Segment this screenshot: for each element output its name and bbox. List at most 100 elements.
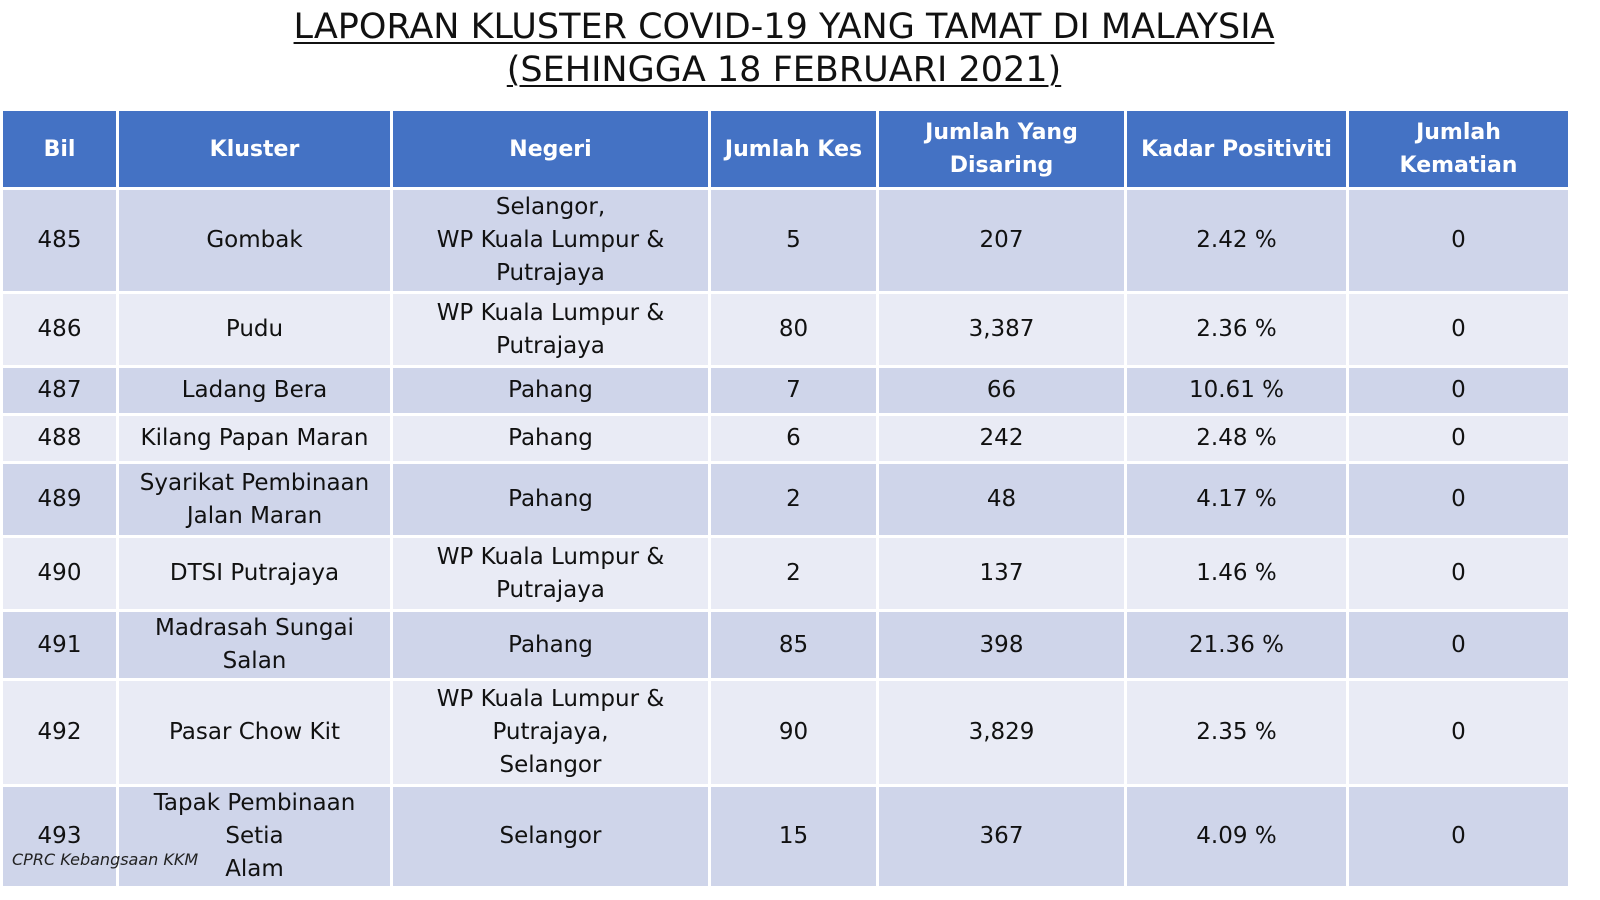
- table-row: 492 Pasar Chow Kit WP Kuala Lumpur & Putraj…: [0, 678, 1571, 787]
- cell-jumlah-kes: 15: [708, 784, 879, 889]
- cell-negeri: Pahang: [390, 609, 711, 681]
- cell-jumlah-kematian: 0: [1346, 678, 1571, 787]
- negeri-line: Putrajaya: [496, 260, 605, 286]
- cell-jumlah-kes: 2: [708, 461, 879, 538]
- cell-jumlah-disaring: 3,829: [876, 678, 1127, 787]
- header-negeri: Negeri: [390, 108, 711, 190]
- cell-jumlah-kematian: 0: [1346, 291, 1571, 368]
- header-jumlah-disaring: Jumlah Yang Disaring: [876, 108, 1127, 190]
- cell-negeri: Selangor: [390, 784, 711, 889]
- cell-kluster: Madrasah Sungai Salan: [116, 609, 393, 681]
- cell-negeri: WP Kuala Lumpur & Putrajaya: [390, 535, 711, 612]
- header-jumlah-kes: Jumlah Kes: [708, 108, 879, 190]
- kluster-line: Tapak Pembinaan Setia: [153, 790, 356, 849]
- cell-bil: 485: [0, 187, 119, 294]
- kluster-line: Pasar Chow Kit: [168, 719, 341, 745]
- cell-jumlah-kes: 7: [708, 365, 879, 416]
- cell-kluster: Kilang Papan Maran: [116, 413, 393, 464]
- cell-negeri: Pahang: [390, 365, 711, 416]
- cell-bil: 490: [0, 535, 119, 612]
- cell-kadar-positiviti: 4.09 %: [1124, 784, 1349, 889]
- cell-kadar-positiviti: 2.35 %: [1124, 678, 1349, 787]
- cell-bil: 488: [0, 413, 119, 464]
- table-row: 490 DTSI Putrajaya WP Kuala Lumpur & Putraj…: [0, 535, 1571, 612]
- header-bil: Bil: [0, 108, 119, 190]
- cell-bil: 493: [0, 784, 119, 889]
- header-jumlah-kematian: Jumlah Kematian: [1346, 108, 1571, 190]
- header-jumlah-disaring-line-1: Jumlah Yang: [925, 120, 1078, 145]
- table-row: 488 Kilang Papan Maran Pahang 6 242 2.48 % 0: [0, 413, 1571, 464]
- cell-negeri: Selangor, WP Kuala Lumpur & Putrajaya: [390, 187, 711, 294]
- cell-jumlah-disaring: 242: [876, 413, 1127, 464]
- cell-jumlah-kes: 2: [708, 535, 879, 612]
- cell-jumlah-kes: 85: [708, 609, 879, 681]
- negeri-line: Pahang: [508, 377, 593, 403]
- cell-kadar-positiviti: 21.36 %: [1124, 609, 1349, 681]
- header-kluster: Kluster: [116, 108, 393, 190]
- cell-jumlah-disaring: 367: [876, 784, 1127, 889]
- report-title-line-1: LAPORAN KLUSTER COVID-19 YANG TAMAT DI M…: [293, 7, 1275, 47]
- kluster-line: Madrasah Sungai Salan: [155, 615, 354, 674]
- kluster-line: DTSI Putrajaya: [169, 560, 340, 586]
- cell-jumlah-disaring: 137: [876, 535, 1127, 612]
- negeri-line: WP Kuala Lumpur &: [436, 299, 665, 326]
- table-row: 485 Gombak Selangor, WP Kuala Lumpur & Putra…: [0, 187, 1571, 294]
- report-title-line-2: (SEHINGGA 18 FEBRUARI 2021): [506, 50, 1062, 90]
- negeri-line: WP Kuala Lumpur &: [436, 227, 665, 253]
- kluster-line: Pudu: [225, 316, 284, 342]
- header-kadar-positiviti: Kadar Positiviti: [1124, 108, 1349, 190]
- kluster-line: Syarikat Pembinaan: [139, 469, 370, 496]
- kluster-line: Jalan Maran: [186, 502, 323, 529]
- source-note: CPRC Kebangsaan KKM: [12, 850, 199, 869]
- negeri-line: Putrajaya: [496, 576, 605, 603]
- cell-bil: 491: [0, 609, 119, 681]
- cell-kluster: Pudu: [116, 291, 393, 368]
- header-jumlah-disaring-line-2: Disaring: [949, 153, 1054, 178]
- negeri-line: Pahang: [508, 631, 593, 658]
- cell-jumlah-kematian: 0: [1346, 413, 1571, 464]
- cell-jumlah-disaring: 48: [876, 461, 1127, 538]
- cell-jumlah-kematian: 0: [1346, 187, 1571, 294]
- cell-jumlah-kematian: 0: [1346, 365, 1571, 416]
- cell-bil: 492: [0, 678, 119, 787]
- kluster-line: Kilang Papan Maran: [140, 425, 369, 451]
- cell-jumlah-disaring: 398: [876, 609, 1127, 681]
- table-row: 486 Pudu WP Kuala Lumpur & Putrajaya 80 3,387…: [0, 291, 1571, 368]
- negeri-line: Selangor: [499, 823, 602, 849]
- cell-jumlah-kes: 80: [708, 291, 879, 368]
- cell-kadar-positiviti: 2.36 %: [1124, 291, 1349, 368]
- cell-kluster: Syarikat Pembinaan Jalan Maran: [116, 461, 393, 538]
- cell-jumlah-disaring: 3,387: [876, 291, 1127, 368]
- negeri-line: Selangor: [499, 752, 602, 778]
- cell-kadar-positiviti: 4.17 %: [1124, 461, 1349, 538]
- cell-bil: 486: [0, 291, 119, 368]
- cell-kadar-positiviti: 1.46 %: [1124, 535, 1349, 612]
- cell-kadar-positiviti: 2.42 %: [1124, 187, 1349, 294]
- cell-negeri: Pahang: [390, 413, 711, 464]
- cell-jumlah-kes: 90: [708, 678, 879, 787]
- cell-negeri: Pahang: [390, 461, 711, 538]
- negeri-line: Putrajaya: [496, 332, 605, 359]
- cell-kluster: Ladang Bera: [116, 365, 393, 416]
- cell-kluster: Pasar Chow Kit: [116, 678, 393, 787]
- cell-bil: 489: [0, 461, 119, 538]
- cell-jumlah-kematian: 0: [1346, 535, 1571, 612]
- negeri-line: Selangor,: [495, 194, 606, 220]
- cell-jumlah-kes: 5: [708, 187, 879, 294]
- cell-negeri: WP Kuala Lumpur & Putrajaya, Selangor: [390, 678, 711, 787]
- cell-jumlah-kematian: 0: [1346, 609, 1571, 681]
- kluster-line: Ladang Bera: [181, 377, 328, 403]
- negeri-line: Putrajaya,: [492, 719, 609, 745]
- table-row: 487 Ladang Bera Pahang 7 66 10.61 % 0: [0, 365, 1571, 416]
- kluster-line: Alam: [225, 856, 284, 882]
- kluster-line: Gombak: [206, 227, 303, 253]
- cell-jumlah-disaring: 207: [876, 187, 1127, 294]
- cell-kadar-positiviti: 10.61 %: [1124, 365, 1349, 416]
- cell-kluster: Tapak Pembinaan Setia Alam: [116, 784, 393, 889]
- table-body: 485 Gombak Selangor, WP Kuala Lumpur & Putra…: [0, 187, 1571, 889]
- report-title: LAPORAN KLUSTER COVID-19 YANG TAMAT DI M…: [0, 6, 1568, 92]
- cell-kluster: DTSI Putrajaya: [116, 535, 393, 612]
- cell-jumlah-kes: 6: [708, 413, 879, 464]
- cell-jumlah-kematian: 0: [1346, 461, 1571, 538]
- negeri-line: Pahang: [508, 486, 593, 512]
